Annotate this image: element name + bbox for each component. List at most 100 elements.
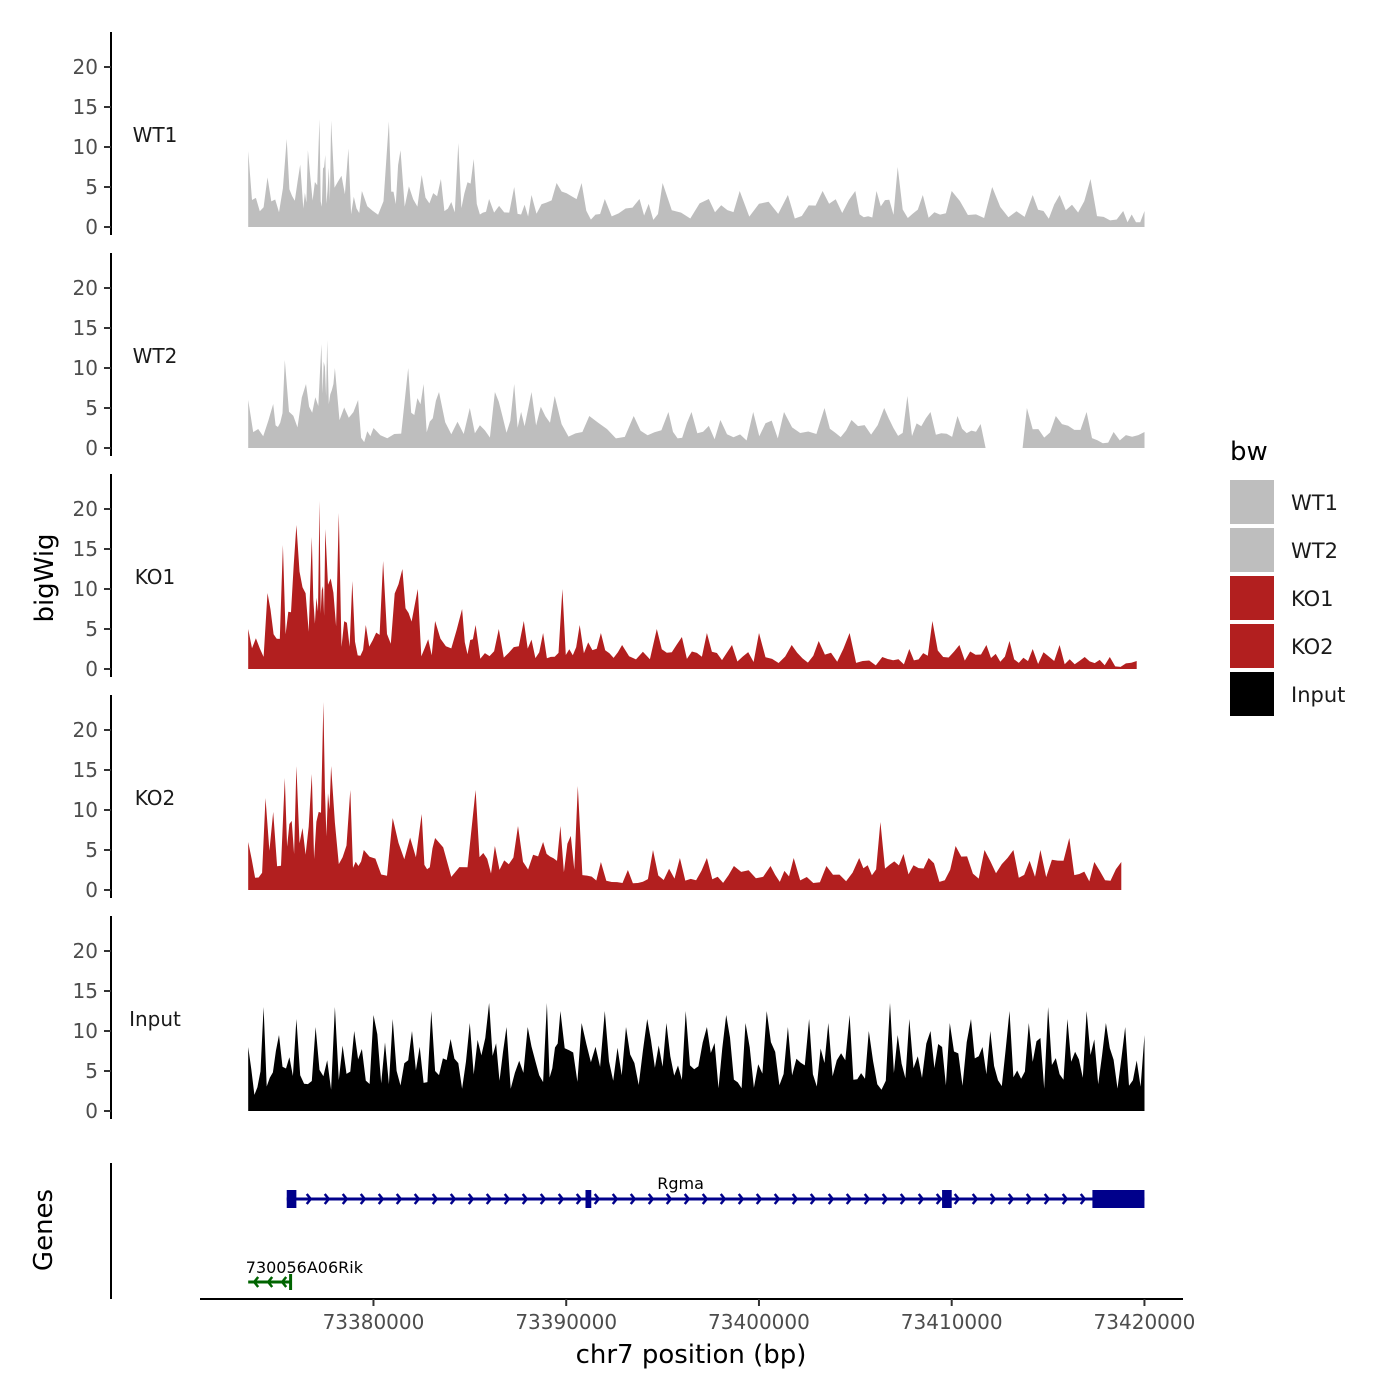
y-tick-label: 5 [85,1059,98,1083]
strand-chevron [863,1193,871,1205]
y-tick-label: 5 [85,838,98,862]
panel-label-wt1: WT1 [133,123,178,147]
strand-chevron [1025,1193,1033,1205]
y-tick-label: 10 [73,1019,98,1043]
coverage-area-input [248,1003,1145,1111]
coverage-area-ko2 [248,702,1122,890]
coverage-area-ko1 [248,501,1137,669]
panel-label-input: Input [129,1007,181,1031]
strand-chevron [485,1193,493,1205]
strand-chevron [449,1193,457,1205]
x-tick-label: 73410000 [901,1310,1003,1334]
strand-chevron [266,1276,274,1288]
track-panel-input: 0 5 10 15 20 Input [73,916,1145,1123]
gene-track: Genes Rgma 730056A06Rik [29,1163,1145,1299]
strand-chevron [359,1193,367,1205]
legend-swatch-input [1230,672,1274,716]
y-tick-label: 0 [85,215,98,239]
coverage-area-wt2 [248,340,1145,448]
strand-chevron [503,1193,511,1205]
legend: bw WT1 WT2 KO1 KO2 Input [1230,437,1345,716]
strand-chevron [557,1193,565,1205]
y-tick-label: 15 [73,979,98,1003]
strand-chevron [395,1193,403,1205]
legend-label-ko1: KO1 [1291,587,1334,611]
strand-chevron [647,1193,655,1205]
legend-label-wt2: WT2 [1291,539,1338,563]
strand-chevron [280,1276,288,1288]
x-tick-label: 73380000 [323,1310,425,1334]
strand-chevron [665,1193,673,1205]
strand-chevron [1007,1193,1015,1205]
strand-chevron [377,1193,385,1205]
track-panels: 0 5 10 15 20 WT1 0 5 10 15 20 WT2 0 5 10 15 20 KO1 0 5 10 15 2… [73,32,1145,1123]
y-tick-label: 10 [73,135,98,159]
legend-label-ko2: KO2 [1291,635,1334,659]
strand-chevron [431,1193,439,1205]
y-tick-label: 10 [73,356,98,380]
exon-block [942,1190,952,1208]
strand-chevron [305,1193,313,1205]
y-tick-label: 15 [73,758,98,782]
strand-chevron [917,1193,925,1205]
y-tick-label: 20 [73,497,98,521]
strand-chevron [827,1193,835,1205]
y-tick-label: 0 [85,436,98,460]
strand-chevron [989,1193,997,1205]
y-tick-label: 20 [73,276,98,300]
gene-label-rgma: Rgma [657,1174,704,1193]
y-tick-label: 5 [85,617,98,641]
legend-swatch-wt1 [1230,480,1274,524]
y-tick-label: 20 [73,55,98,79]
legend-swatch-ko2 [1230,624,1274,668]
legend-swatch-ko1 [1230,576,1274,620]
strand-chevron [629,1193,637,1205]
strand-chevron [791,1193,799,1205]
x-tick-label: 73390000 [515,1310,617,1334]
strand-chevron [737,1193,745,1205]
strand-chevron [719,1193,727,1205]
strand-chevron [935,1193,943,1205]
y-axis-title: bigWig [30,533,60,622]
gene-models: Rgma 730056A06Rik [246,1174,1145,1290]
strand-chevron [899,1193,907,1205]
legend-label-wt1: WT1 [1291,491,1338,515]
y-tick-label: 10 [73,798,98,822]
x-axis: 73380000 73390000 73400000 73410000 73420000… [200,1298,1196,1370]
track-panel-ko2: 0 5 10 15 20 KO2 [73,695,1122,902]
y-tick-label: 15 [73,95,98,119]
strand-chevron [1079,1193,1087,1205]
strand-chevron [539,1193,547,1205]
gene-label-730056a06rik: 730056A06Rik [246,1258,364,1277]
coverage-area-wt1 [248,119,1145,227]
strand-chevron [1043,1193,1051,1205]
strand-chevron [971,1193,979,1205]
gene-model-rgma: Rgma [286,1174,1145,1208]
exon-block [585,1190,592,1208]
y-tick-label: 20 [73,939,98,963]
y-tick-label: 0 [85,1099,98,1123]
strand-chevron [521,1193,529,1205]
strand-chevron [773,1193,781,1205]
y-tick-label: 5 [85,175,98,199]
panel-label-wt2: WT2 [133,344,178,368]
legend-entries: WT1 WT2 KO1 KO2 Input [1230,480,1345,716]
strand-chevron [413,1193,421,1205]
panel-label-ko2: KO2 [135,786,176,810]
y-tick-label: 0 [85,657,98,681]
legend-swatch-wt2 [1230,528,1274,572]
legend-label-input: Input [1291,683,1345,707]
y-tick-label: 5 [85,396,98,420]
strand-chevron [701,1193,709,1205]
y-tick-label: 15 [73,316,98,340]
strand-chevron [755,1193,763,1205]
strand-chevron [467,1193,475,1205]
track-panel-ko1: 0 5 10 15 20 KO1 [73,474,1137,681]
exon-block [286,1190,297,1208]
x-axis-title: chr7 position (bp) [576,1340,807,1370]
exon-block [1092,1190,1145,1208]
x-tick-label: 73420000 [1094,1310,1196,1334]
strand-chevron [809,1193,817,1205]
y-tick-label: 15 [73,537,98,561]
